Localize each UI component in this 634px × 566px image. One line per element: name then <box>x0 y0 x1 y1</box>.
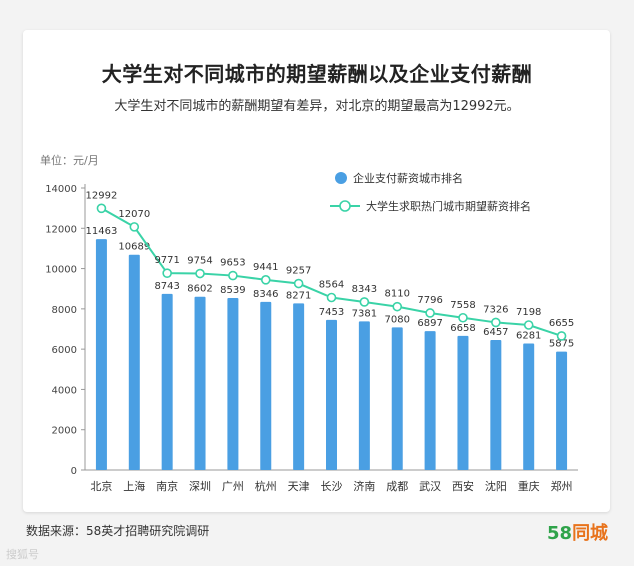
line-value-label: 9257 <box>286 266 311 277</box>
y-tick-label: 4000 <box>52 385 77 396</box>
x-tick-label: 上海 <box>123 479 145 493</box>
line-value-label: 9771 <box>154 255 179 266</box>
line-point <box>326 292 337 303</box>
bar-value-label: 6897 <box>417 318 442 329</box>
bar-value-label: 8346 <box>253 289 278 300</box>
x-tick-label: 武汉 <box>419 480 441 493</box>
bar <box>391 327 403 470</box>
bar-value-label: 8602 <box>187 284 212 295</box>
bar <box>95 239 107 470</box>
bar-value-label: 6658 <box>450 323 475 334</box>
bar <box>424 331 436 470</box>
x-tick-label: 西安 <box>452 479 474 493</box>
y-tick-label: 10000 <box>45 265 77 276</box>
x-tick-label: 天津 <box>288 480 310 493</box>
line-value-label: 12070 <box>118 209 150 220</box>
line-point <box>260 275 271 285</box>
chart-subtitle: 大学生对不同城市的薪酬期望有差异，对北京的期望最高为12992元。 <box>114 99 520 114</box>
line-value-label: 8110 <box>385 289 410 300</box>
y-tick-label: 0 <box>71 466 77 477</box>
line-point <box>556 331 567 341</box>
line-point <box>129 222 140 232</box>
bar <box>457 335 469 470</box>
x-tick-label: 重庆 <box>518 479 540 493</box>
line-point <box>228 270 238 281</box>
line-point <box>293 278 304 289</box>
legend-line-marker <box>339 200 351 212</box>
x-tick-label: 杭州 <box>255 479 277 493</box>
line-value-label: 6655 <box>549 318 574 329</box>
unit-label: 单位：元/月 <box>40 153 99 167</box>
x-tick-label: 深圳 <box>189 480 211 493</box>
bar <box>260 301 272 470</box>
line-value-label: 7198 <box>516 307 541 318</box>
bar <box>556 351 568 470</box>
y-tick-label: 14000 <box>45 184 77 195</box>
legend-bar-label: 企业支付薪资城市排名 <box>353 171 463 185</box>
bar <box>490 339 502 470</box>
bar-value-label: 7080 <box>385 314 410 325</box>
line-point <box>458 312 468 323</box>
bar <box>326 319 337 470</box>
line-point <box>523 320 534 330</box>
chart-title: 大学生对不同城市的期望薪酬以及企业支付薪酬 <box>101 62 533 86</box>
line-value-label: 8564 <box>319 279 344 290</box>
line-point <box>425 308 435 318</box>
y-tick-label: 12000 <box>45 224 77 235</box>
y-tick-label: 6000 <box>52 345 77 356</box>
line-value-label: 9754 <box>187 256 212 267</box>
bar-value-label: 8539 <box>220 285 245 296</box>
y-tick-label: 2000 <box>52 426 77 437</box>
bar <box>227 298 239 470</box>
bar-value-label: 7453 <box>319 307 344 318</box>
line-point <box>96 203 107 214</box>
x-tick-label: 广州 <box>222 480 244 493</box>
x-tick-label: 成都 <box>386 480 408 493</box>
line-value-label: 9653 <box>220 258 245 269</box>
bar-value-label: 7381 <box>352 308 377 319</box>
bar-value-label: 8743 <box>154 281 179 292</box>
bar <box>358 321 370 470</box>
bar-value-label: 6281 <box>516 330 541 341</box>
bar <box>293 303 305 470</box>
x-tick-label: 南京 <box>156 479 178 493</box>
line-point <box>392 301 403 312</box>
brand-word: 同城 <box>572 523 609 544</box>
line-value-label: 7796 <box>417 295 442 306</box>
legend-line-label: 大学生求职热门城市期望薪资排名 <box>366 199 531 213</box>
x-tick-label: 郑州 <box>551 479 573 493</box>
line-value-label: 9441 <box>253 262 278 273</box>
line-value-label: 7558 <box>450 300 475 311</box>
bar <box>161 293 173 470</box>
x-tick-label: 沈阳 <box>485 479 507 493</box>
bar-value-label: 8271 <box>286 290 311 301</box>
brand-number: 58 <box>547 523 573 544</box>
line-point <box>162 268 172 278</box>
bar <box>523 343 535 470</box>
bar-value-label: 6457 <box>483 327 508 338</box>
bar-value-label: 10689 <box>118 242 150 253</box>
line-value-label: 7326 <box>483 304 508 315</box>
line-value-label: 8343 <box>352 284 377 295</box>
x-tick-label: 长沙 <box>321 480 343 493</box>
x-tick-label: 北京 <box>90 479 112 493</box>
bar-value-label: 11463 <box>86 226 118 237</box>
bar <box>194 296 206 470</box>
brand-logo: 58同城 <box>547 519 608 545</box>
line-point <box>359 297 370 307</box>
watermark: 搜狐号 <box>6 548 39 561</box>
legend-bar-marker <box>335 172 347 184</box>
y-tick-label: 8000 <box>52 305 77 316</box>
chart-card <box>23 30 610 512</box>
bar-value-label: 5875 <box>549 339 574 350</box>
data-source: 数据来源：58英才招聘研究院调研 <box>26 524 210 538</box>
line-point <box>195 268 205 279</box>
bar <box>128 254 140 470</box>
x-tick-label: 济南 <box>353 479 375 493</box>
line-point <box>491 317 501 328</box>
line-value-label: 12992 <box>86 190 118 201</box>
